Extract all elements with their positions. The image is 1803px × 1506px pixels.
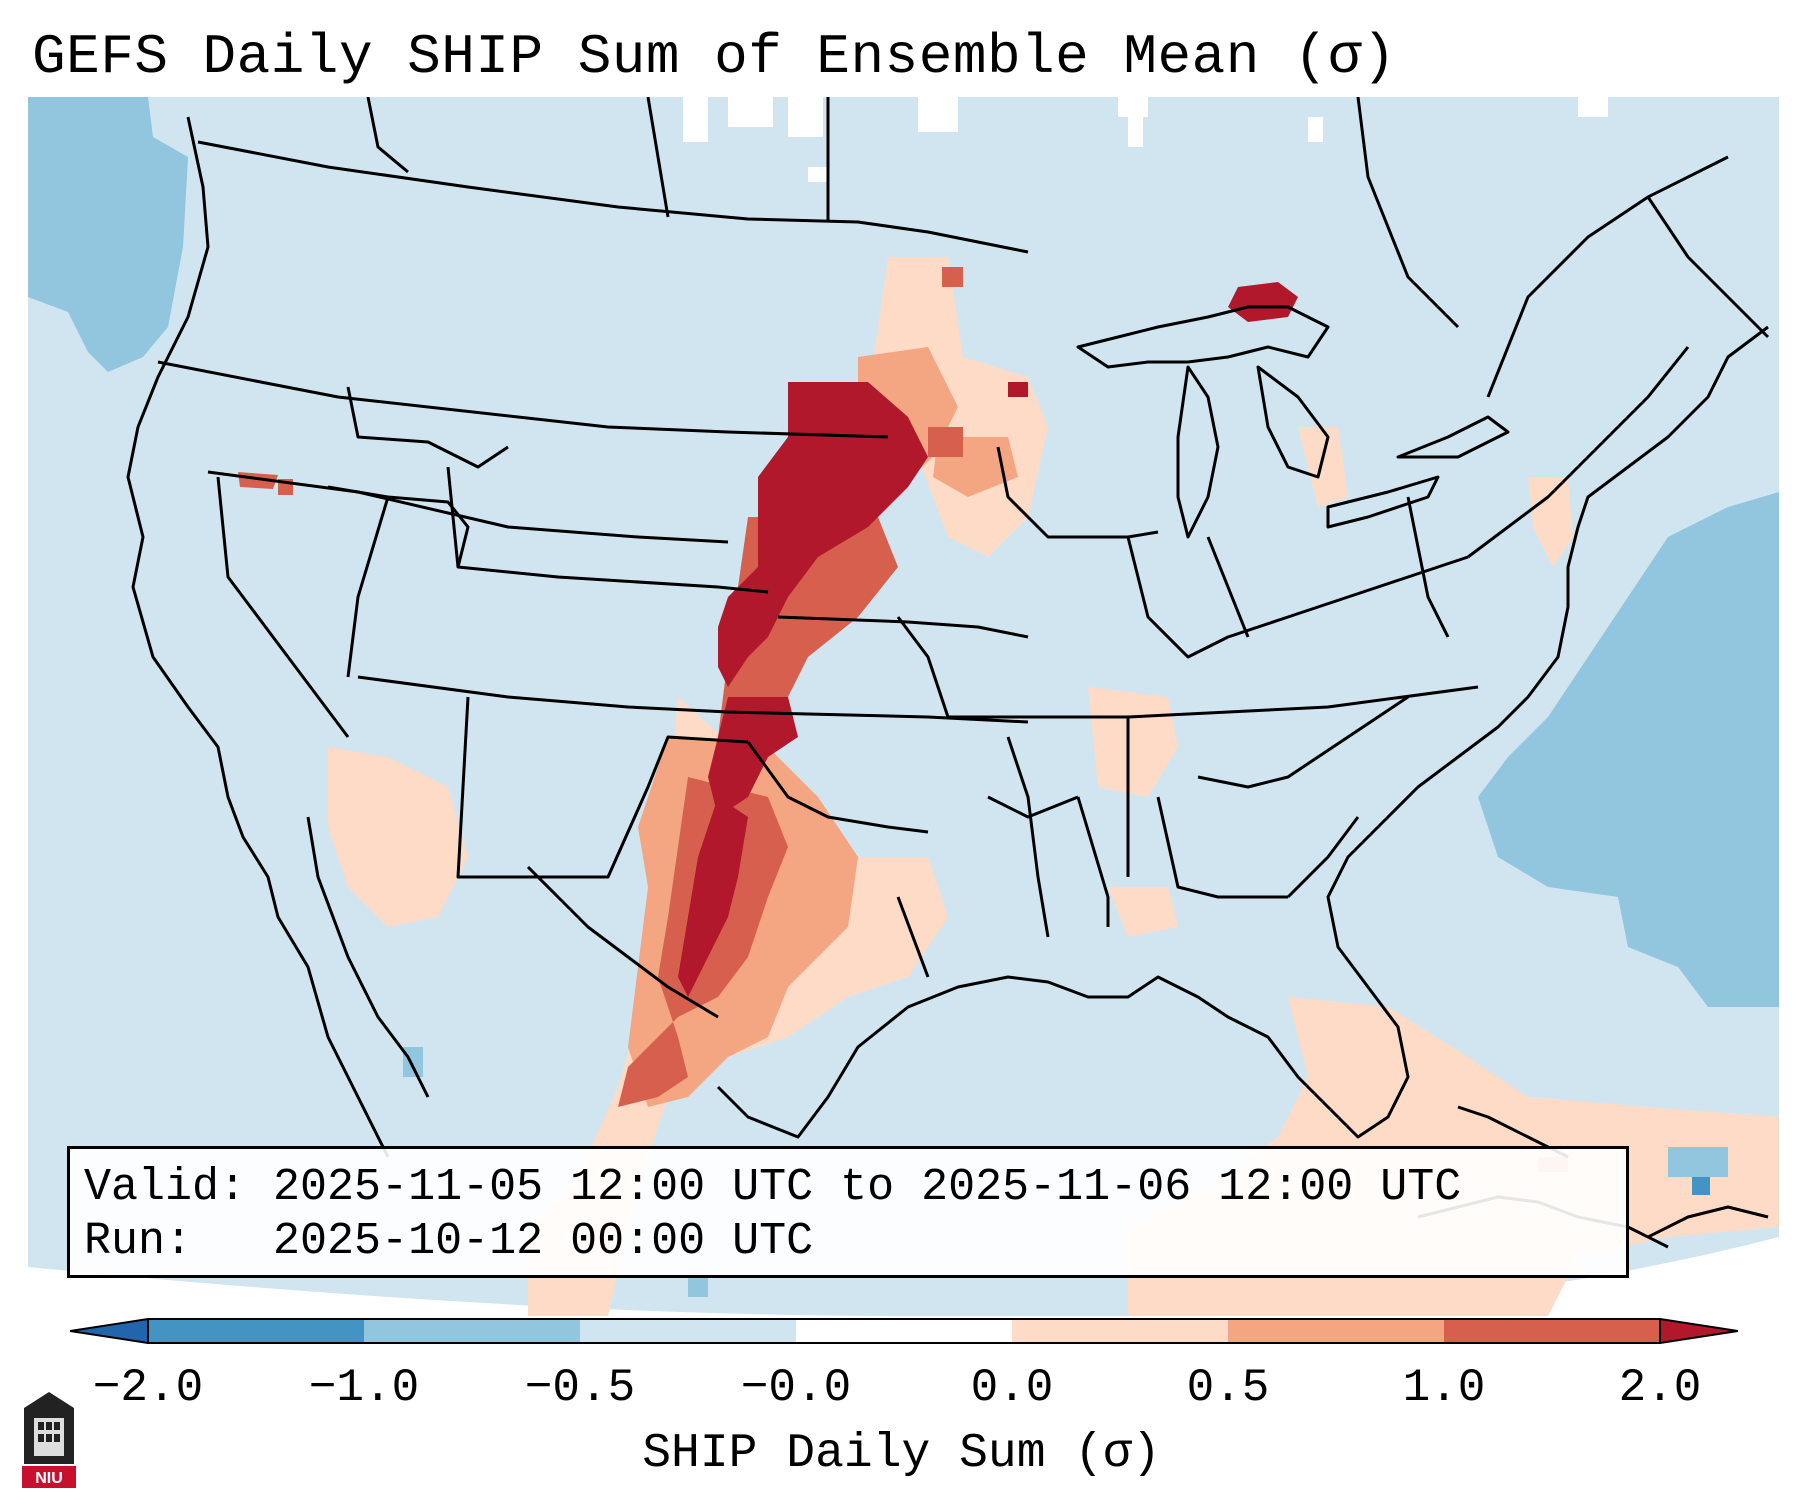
run-label: Run:	[84, 1216, 193, 1267]
colorbar-tick-label: −1.0	[308, 1362, 420, 1414]
coastlines-and-borders	[126, 97, 1770, 1249]
colorbar-over-extension	[1659, 1318, 1738, 1344]
map-panel	[28, 97, 1779, 1316]
colorbar-frame	[147, 1318, 1661, 1344]
atlantic-negative-region	[1478, 492, 1779, 1007]
colorbar-under-extension	[70, 1318, 149, 1344]
valid-value: 2025-11-05 12:00 UTC to 2025-11-06 12:00…	[273, 1162, 1462, 1213]
colorbar-bin-6	[1228, 1319, 1444, 1343]
niu-logo: NIU	[22, 1392, 76, 1488]
colorbar-bin-1	[148, 1319, 364, 1343]
colorbar-label: SHIP Daily Sum (σ)	[642, 1427, 1161, 1481]
projection-edge-right	[1228, 1237, 1779, 1316]
negative-speckles	[403, 1047, 1728, 1297]
colorbar-tick-label: −2.0	[92, 1362, 204, 1414]
colorbar-tick-label: −0.5	[524, 1362, 636, 1414]
valid-run-info-box: Valid: 2025-11-05 12:00 UTC to 2025-11-0…	[67, 1146, 1629, 1278]
colorbar-tick-label: 0.5	[1186, 1362, 1270, 1414]
colorbar-tick-label: −0.0	[740, 1362, 852, 1414]
colorbar-bin-5	[1012, 1319, 1228, 1343]
colorbar-tick-label: 0.0	[970, 1362, 1054, 1414]
colorbar-bin-7	[1444, 1319, 1660, 1343]
colorbar-bin-2	[364, 1319, 580, 1343]
pacific-negative-region	[28, 97, 188, 372]
projection-edge-left	[28, 1267, 904, 1316]
colorbar-tick-label: 2.0	[1618, 1362, 1702, 1414]
strong-negative-speckles	[1692, 1177, 1710, 1195]
colorbar	[70, 1318, 1738, 1344]
no-data-patches	[683, 97, 1608, 182]
map-title: GEFS Daily SHIP Sum of Ensemble Mean (σ)	[32, 25, 1397, 89]
svg-text:NIU: NIU	[35, 1470, 63, 1487]
colorbar-bin-4	[796, 1319, 1012, 1343]
max-positive-areas	[678, 282, 1298, 997]
valid-label: Valid:	[84, 1162, 247, 1213]
colorbar-bin-3	[580, 1319, 796, 1343]
map-canvas	[28, 97, 1779, 1316]
colorbar-tick-label: 1.0	[1402, 1362, 1486, 1414]
run-value: 2025-10-12 00:00 UTC	[273, 1216, 814, 1267]
